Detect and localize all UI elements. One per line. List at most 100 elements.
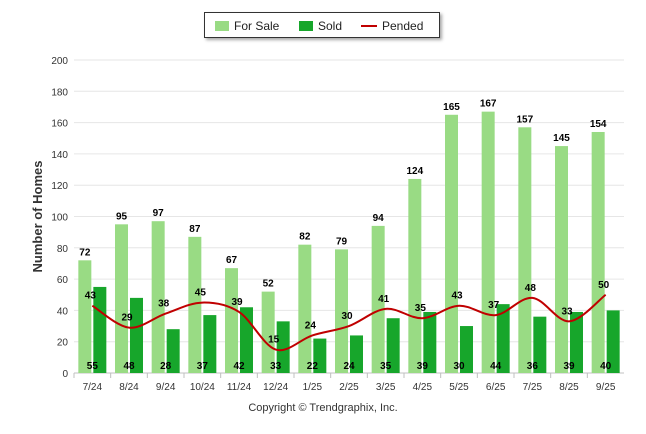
bar-for-sale [151, 221, 165, 373]
bar-for-sale [445, 114, 458, 374]
x-tick-label: 7/24 [83, 382, 103, 393]
data-label-for-sale: 145 [553, 133, 570, 144]
data-label-for-sale: 165 [443, 102, 460, 113]
data-label-sold: 39 [417, 361, 429, 372]
x-tick-label: 1/25 [303, 382, 323, 393]
data-label-sold: 22 [307, 361, 319, 372]
x-tick-label: 5/25 [449, 382, 469, 393]
legend: For Sale Sold Pended [204, 12, 440, 38]
x-tick-label: 9/24 [156, 382, 176, 393]
bar-sold [386, 318, 400, 373]
bar-sold [276, 321, 290, 373]
data-label-pended: 15 [268, 335, 280, 346]
data-label-for-sale: 124 [406, 166, 423, 177]
data-label-for-sale: 97 [153, 208, 165, 219]
legend-label-sold: Sold [318, 19, 343, 33]
data-label-sold: 40 [600, 361, 612, 372]
data-label-pended: 39 [231, 297, 243, 308]
legend-label-for-sale: For Sale [234, 19, 280, 33]
legend-item-pended[interactable]: Pended [361, 19, 423, 33]
data-label-pended: 33 [561, 306, 573, 317]
x-tick-label: 6/25 [486, 382, 506, 393]
data-label-pended: 38 [158, 299, 170, 310]
legend-swatch-sold [299, 21, 313, 31]
bar-for-sale [78, 260, 92, 373]
data-label-pended: 37 [488, 300, 500, 311]
bar-sold [533, 316, 547, 373]
data-label-pended: 35 [415, 303, 427, 314]
x-tick-label: 4/25 [413, 382, 433, 393]
y-tick-label: 140 [51, 150, 68, 161]
x-tick-label: 12/24 [263, 382, 288, 393]
data-label-sold: 28 [160, 361, 172, 372]
bar-for-sale [518, 127, 532, 373]
x-tick-label: 8/25 [559, 382, 579, 393]
legend-item-sold[interactable]: Sold [299, 19, 342, 33]
data-label-sold: 39 [563, 361, 575, 372]
data-label-sold: 48 [123, 361, 135, 372]
data-label-for-sale: 94 [373, 213, 385, 224]
data-label-for-sale: 87 [189, 224, 201, 235]
data-label-pended: 30 [341, 311, 353, 322]
y-tick-label: 200 [51, 56, 68, 67]
data-label-for-sale: 67 [226, 255, 238, 266]
y-tick-label: 20 [57, 338, 69, 349]
data-label-pended: 48 [525, 283, 537, 294]
data-label-for-sale: 167 [480, 99, 497, 110]
y-tick-label: 60 [57, 275, 69, 286]
y-tick-label: 100 [51, 213, 68, 224]
data-label-sold: 35 [380, 361, 392, 372]
data-label-pended: 29 [121, 313, 133, 324]
copyright-text: Copyright © Trendgraphix, Inc. [248, 402, 398, 414]
x-tick-label: 8/24 [119, 382, 139, 393]
data-label-for-sale: 154 [590, 119, 607, 130]
data-label-sold: 37 [197, 361, 209, 372]
bar-for-sale [115, 224, 128, 373]
data-label-pended: 45 [195, 288, 207, 299]
bar-for-sale [225, 268, 238, 373]
y-tick-label: 80 [57, 244, 69, 255]
bar-sold [130, 297, 143, 373]
data-label-sold: 33 [270, 361, 282, 372]
data-label-pended: 43 [85, 291, 97, 302]
bar-for-sale [555, 146, 568, 373]
bar-sold [460, 326, 473, 373]
data-label-sold: 24 [343, 361, 355, 372]
y-axis-title: Number of Homes [30, 161, 45, 273]
x-tick-label: 2/25 [339, 382, 359, 393]
data-label-pended: 50 [598, 280, 610, 291]
x-tick-label: 10/24 [190, 382, 215, 393]
y-tick-label: 0 [62, 369, 68, 380]
bar-for-sale [371, 225, 385, 373]
data-label-pended: 43 [451, 291, 463, 302]
data-label-for-sale: 79 [336, 236, 348, 247]
data-label-for-sale: 95 [116, 211, 128, 222]
bar-sold [166, 329, 180, 373]
data-label-sold: 30 [453, 361, 465, 372]
legend-swatch-for-sale [215, 21, 229, 31]
data-label-pended: 24 [305, 320, 317, 331]
bar-sold [423, 311, 437, 373]
bar-for-sale [481, 111, 495, 374]
bar-sold [350, 335, 363, 373]
x-tick-label: 7/25 [523, 382, 543, 393]
legend-line-pended [361, 25, 377, 27]
y-tick-label: 40 [57, 306, 69, 317]
bar-for-sale [408, 178, 422, 373]
bar-for-sale [298, 244, 312, 373]
line-pended [91, 293, 607, 352]
data-label-sold: 55 [87, 361, 99, 372]
bar-for-sale [335, 249, 348, 373]
data-label-sold: 36 [527, 361, 539, 372]
bar-for-sale [591, 131, 605, 373]
data-label-for-sale: 157 [516, 114, 533, 125]
data-label-for-sale: 52 [263, 279, 275, 290]
y-tick-label: 120 [51, 181, 68, 192]
x-tick-label: 9/25 [596, 382, 616, 393]
legend-label-pended: Pended [382, 19, 424, 33]
data-label-pended: 41 [378, 294, 390, 305]
legend-item-for-sale[interactable]: For Sale [215, 19, 279, 33]
bar-sold [313, 338, 327, 373]
x-tick-label: 3/25 [376, 382, 396, 393]
